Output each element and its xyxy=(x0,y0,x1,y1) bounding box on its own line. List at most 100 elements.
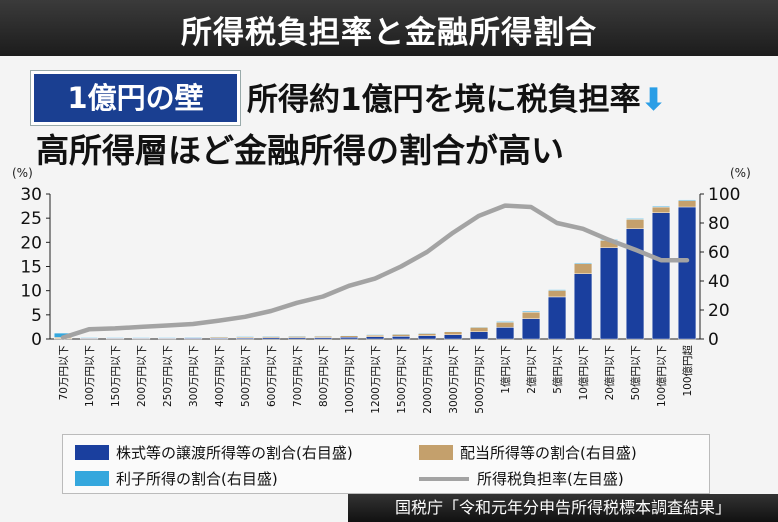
legend: 株式等の譲渡所得等の割合(右目盛) 配当所得等の割合(右目盛) 利子所得の割合(… xyxy=(62,434,710,494)
bar-stock xyxy=(652,212,671,340)
bar-stock xyxy=(418,335,437,340)
bar-stock xyxy=(392,336,411,340)
x-tick-label: 600万円以下 xyxy=(266,345,278,407)
bar-interest xyxy=(105,337,125,339)
bar-dividend xyxy=(522,311,541,319)
title-bar: 所得税負担率と金融所得割合 xyxy=(0,0,778,56)
right-tick-label: 20 xyxy=(708,301,730,321)
bar-dividend xyxy=(574,263,593,274)
bar-interest xyxy=(209,336,229,338)
legend-line-tax xyxy=(419,476,469,481)
bar-dividend xyxy=(418,333,437,336)
headline-1: 所得約1億円を境に税負担率⬇ xyxy=(247,74,667,119)
x-tick-label: 1000万円以下 xyxy=(344,345,356,414)
bar-interest xyxy=(79,336,99,339)
x-tick-label: 5000万円以下 xyxy=(474,345,486,414)
bar-interest xyxy=(548,289,567,291)
bar-dividend xyxy=(548,290,567,298)
x-tick-label: 3000万円以下 xyxy=(448,345,460,414)
bar-stock xyxy=(444,334,463,340)
legend-label-dividend: 配当所得等の割合(右目盛) xyxy=(460,444,637,462)
bar-interest xyxy=(418,332,437,334)
bar-dividend xyxy=(444,331,463,335)
bar-interest xyxy=(131,337,151,339)
bar-interest xyxy=(522,311,541,313)
x-tick-label: 700万円以下 xyxy=(292,345,304,407)
bar-interest xyxy=(574,262,593,264)
left-tick-label: 15 xyxy=(20,258,42,278)
bar-interest xyxy=(340,334,359,336)
bar-interest xyxy=(235,336,255,338)
bar-stock xyxy=(340,337,359,340)
bar-interest xyxy=(678,199,697,201)
x-tick-label: 5億円以下 xyxy=(551,345,564,394)
bar-interest xyxy=(470,326,489,328)
x-tick-label: 500万円以下 xyxy=(240,345,252,407)
left-tick-label: 10 xyxy=(20,282,42,302)
x-tick-label: 400万円以下 xyxy=(214,345,226,407)
headline-1-text: 所得約1億円を境に税負担率 xyxy=(247,82,641,118)
bar-stock xyxy=(678,206,697,340)
legend-swatch-dividend xyxy=(419,445,453,460)
page-title: 所得税負担率と金融所得割合 xyxy=(181,15,597,51)
bar-dividend xyxy=(496,322,515,328)
bar-interest xyxy=(183,336,203,338)
bar-interest xyxy=(652,206,671,208)
chart-area: 0 5 10 15 20 25 30 0 20 40 60 80 100 70万円以下 100万円以下 150… xyxy=(20,185,740,414)
right-axis-unit: (%) xyxy=(730,166,751,180)
x-tick-label: 10億円以下 xyxy=(577,345,590,400)
bar-stock xyxy=(288,337,307,340)
x-tick-label: 300万円以下 xyxy=(188,345,200,407)
left-tick-label: 20 xyxy=(20,233,42,253)
x-tick-label: 100万円以下 xyxy=(84,345,96,407)
x-tick-label: 70万円以下 xyxy=(58,345,70,400)
x-tick-label: 1200万円以下 xyxy=(370,345,382,414)
legend-label-stock: 株式等の譲渡所得等の割合(右目盛) xyxy=(116,444,353,462)
left-tick-label: 30 xyxy=(20,185,42,205)
bar-interest xyxy=(496,321,515,323)
right-tick-label: 60 xyxy=(708,243,730,263)
x-tick-label: 800万円以下 xyxy=(318,345,330,407)
x-tick-label: 250万円以下 xyxy=(162,345,174,407)
right-tick-label: 80 xyxy=(708,214,730,234)
headline-2: 高所得層ほど金融所得の割合が高い xyxy=(36,131,564,170)
bar-interest xyxy=(157,337,177,339)
source-caption: 国税庁「令和元年分申告所得税標本調査結果」 xyxy=(348,494,778,522)
bar-stock xyxy=(496,327,515,340)
legend-item-tax: 所得税負担率(左目盛) xyxy=(419,468,624,489)
x-tick-label: 2000万円以下 xyxy=(422,345,434,414)
right-tick-label: 40 xyxy=(708,272,730,292)
bar-dividend xyxy=(678,200,697,208)
x-tick-label: 100億円超 xyxy=(681,345,694,397)
bar-interest xyxy=(262,335,281,337)
bar-dividend xyxy=(392,334,411,337)
legend-label-interest: 利子所得の割合(右目盛) xyxy=(116,470,278,488)
headline-badge: 1億円の壁 xyxy=(31,71,240,125)
x-tick-label: 100億円以下 xyxy=(655,345,668,407)
right-tick-label: 0 xyxy=(708,330,719,350)
legend-label-tax: 所得税負担率(左目盛) xyxy=(477,470,624,488)
bar-dividend xyxy=(470,327,489,332)
bar-interest xyxy=(444,330,463,332)
x-tick-label: 2億円以下 xyxy=(525,345,538,394)
bar-dividend xyxy=(626,219,645,230)
x-tick-label: 150万円以下 xyxy=(110,345,122,407)
x-tick-label: 50億円以下 xyxy=(629,345,642,400)
x-tick-label: 1億円以下 xyxy=(499,345,512,394)
bar-dividend xyxy=(652,206,671,214)
legend-item-dividend: 配当所得等の割合(右目盛) xyxy=(419,442,637,463)
bar-dividend xyxy=(366,334,385,338)
bar-stock xyxy=(470,331,489,340)
bar-interest xyxy=(392,333,411,335)
legend-item-stock: 株式等の譲渡所得等の割合(右目盛) xyxy=(75,442,353,463)
left-tick-label: 0 xyxy=(31,330,42,350)
bar-stock xyxy=(366,336,385,340)
x-tick-label: 1500万円以下 xyxy=(396,345,408,414)
x-tick-label: 200万円以下 xyxy=(136,345,148,407)
bar-interest xyxy=(626,218,645,220)
bar-stock xyxy=(600,247,619,340)
legend-swatch-interest xyxy=(75,471,109,486)
bar-interest xyxy=(366,334,385,336)
legend-item-interest: 利子所得の割合(右目盛) xyxy=(75,468,278,489)
tax-rate-line xyxy=(60,203,690,340)
